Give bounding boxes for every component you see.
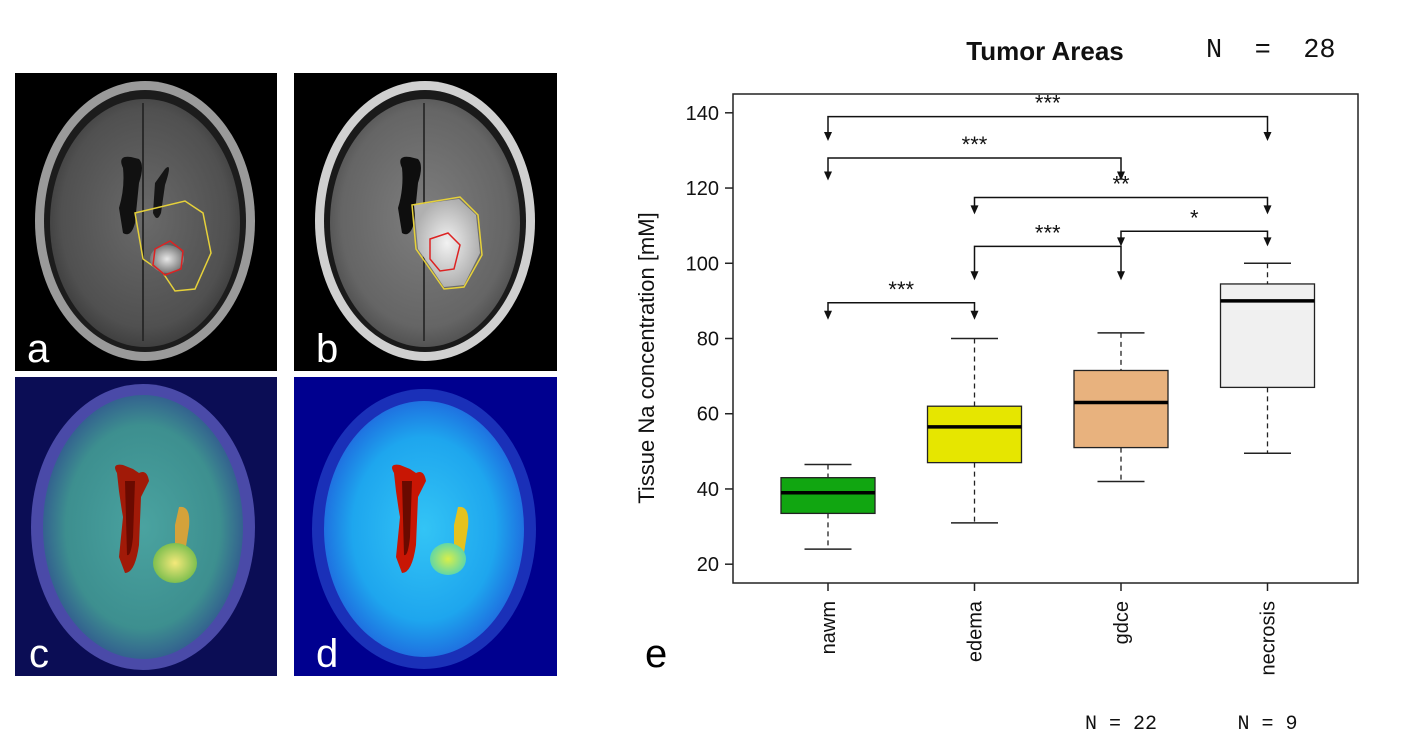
- significance-label: ***: [1035, 220, 1061, 245]
- box-nawm: [780, 463, 876, 550]
- bracket-arrowhead: [824, 171, 832, 181]
- bracket-arrowhead: [1117, 171, 1125, 181]
- significance-bracket: ***: [824, 91, 1272, 142]
- bracket-arrowhead: [970, 310, 979, 320]
- bracket-line: [1120, 230, 1269, 239]
- sodium-map-image: [294, 377, 557, 676]
- significance-bracket: ***: [824, 277, 979, 320]
- total-count-label: N = 28: [1206, 36, 1336, 66]
- group-count-layer: N = 22 N = 9: [1085, 713, 1298, 736]
- panel-letter-a: a: [27, 327, 50, 371]
- y-tick-label: 20: [697, 554, 719, 576]
- y-tick-label: 40: [697, 479, 719, 501]
- significance-bracket: ***: [824, 132, 1125, 181]
- bracket-line: [973, 196, 1269, 207]
- significance-bracket: ***: [970, 220, 1125, 281]
- group-count-label: N = 9: [1237, 713, 1297, 736]
- bracket-line: [827, 157, 1122, 173]
- panel-letter-e: e: [645, 632, 668, 676]
- bracket-arrowhead: [824, 132, 832, 142]
- x-tick-label: nawm: [818, 601, 840, 654]
- mri-flair-image: [294, 73, 557, 371]
- group-count-label: N = 22: [1085, 713, 1157, 736]
- significance-label: ***: [888, 277, 914, 302]
- box-gdce: [1073, 332, 1169, 483]
- mri-t1-image: [15, 73, 277, 371]
- box-necrosis: [1219, 262, 1316, 454]
- x-tick-label: gdce: [1111, 601, 1133, 644]
- sodium-overlay-panel-c: c: [15, 377, 277, 676]
- x-tick-label: edema: [965, 600, 987, 662]
- y-tick-label: 100: [686, 253, 719, 275]
- panel-letter-d: d: [316, 632, 339, 676]
- y-axis: 20 40 60 80 100 120 140: [686, 103, 733, 576]
- sodium-overlay-image: [15, 377, 277, 676]
- bracket-arrowhead: [1263, 237, 1272, 247]
- panel-letter-c: c: [29, 632, 49, 676]
- box-layer: [780, 262, 1316, 550]
- bracket-line: [827, 302, 976, 312]
- bracket-arrowhead: [1263, 205, 1272, 215]
- bracket-arrowhead: [1117, 237, 1125, 247]
- bracket-line: [973, 245, 1122, 273]
- bracket-arrowhead: [1263, 132, 1272, 142]
- box-edema: [926, 337, 1023, 524]
- significance-bracket: **: [970, 171, 1272, 215]
- significance-label: *: [1190, 205, 1199, 230]
- chart-title: Tumor Areas: [966, 36, 1124, 66]
- bracket-line: [827, 115, 1269, 134]
- significance-label: ***: [1035, 91, 1061, 116]
- y-tick-label: 80: [697, 329, 719, 351]
- y-tick-label: 140: [686, 103, 719, 125]
- x-tick-label: necrosis: [1258, 601, 1280, 675]
- sodium-map-panel-d: d: [294, 377, 557, 676]
- x-axis: nawm edema gdce necrosis: [818, 583, 1280, 675]
- boxplot-chart: Tumor Areas N = 28 Tissue Na concentrati…: [634, 36, 1359, 736]
- box-body: [1073, 369, 1169, 449]
- bracket-arrowhead: [970, 271, 979, 281]
- mri-panel-a: a: [15, 73, 277, 371]
- y-tick-label: 60: [697, 404, 719, 426]
- significance-label: **: [1112, 171, 1130, 196]
- significance-layer: ***************: [824, 91, 1272, 320]
- box-body: [926, 405, 1023, 464]
- significance-bracket: *: [1117, 205, 1272, 247]
- significance-label: ***: [962, 132, 988, 157]
- panel-letter-b: b: [316, 327, 339, 371]
- y-axis-label: Tissue Na concentration [mM]: [634, 212, 659, 503]
- mri-panel-b: b: [294, 73, 557, 371]
- bracket-arrowhead: [1117, 271, 1125, 281]
- box-body: [780, 477, 876, 515]
- y-tick-label: 120: [686, 178, 719, 200]
- bracket-arrowhead: [824, 310, 832, 320]
- bracket-arrowhead: [970, 205, 979, 215]
